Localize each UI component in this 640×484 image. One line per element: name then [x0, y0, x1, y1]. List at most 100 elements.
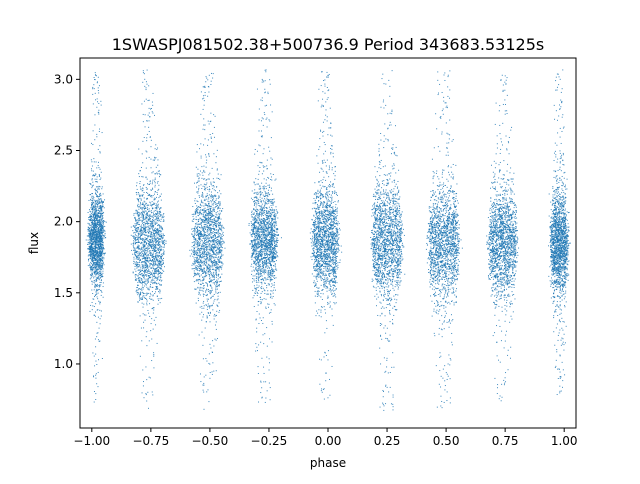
scatter-point — [212, 188, 214, 190]
scatter-point — [146, 234, 148, 236]
scatter-point — [104, 226, 106, 228]
scatter-point — [198, 334, 200, 336]
scatter-point — [160, 212, 162, 214]
scatter-point — [98, 249, 100, 251]
scatter-point — [216, 237, 218, 239]
scatter-point — [98, 219, 100, 221]
scatter-point — [98, 240, 100, 242]
scatter-point — [100, 213, 102, 215]
scatter-point — [160, 253, 162, 255]
scatter-point — [101, 236, 103, 238]
scatter-point — [90, 213, 92, 215]
scatter-point — [195, 228, 197, 229]
scatter-point — [203, 391, 205, 393]
scatter-point — [144, 230, 146, 232]
scatter-point — [139, 272, 141, 274]
scatter-point — [96, 268, 98, 270]
scatter-point — [142, 212, 144, 214]
scatter-point — [90, 242, 92, 244]
scatter-point — [143, 270, 145, 272]
scatter-point — [198, 236, 200, 238]
scatter-point — [215, 287, 217, 289]
scatter-point — [209, 277, 211, 279]
scatter-point — [192, 227, 194, 229]
scatter-point — [150, 281, 152, 283]
scatter-point — [98, 257, 100, 259]
scatter-point — [159, 292, 161, 294]
scatter-point — [217, 219, 219, 221]
scatter-point — [193, 241, 195, 243]
scatter-point — [144, 78, 146, 80]
scatter-point — [101, 227, 103, 229]
scatter-point — [135, 192, 137, 194]
scatter-point — [101, 250, 103, 252]
scatter-point — [218, 251, 220, 253]
scatter-point — [103, 236, 105, 238]
scatter-point — [205, 76, 207, 78]
scatter-point — [192, 262, 194, 264]
scatter-point — [153, 367, 155, 369]
scatter-point — [220, 244, 222, 246]
scatter-point — [150, 226, 152, 228]
scatter-point — [153, 258, 155, 260]
scatter-point — [205, 231, 207, 233]
scatter-point — [159, 264, 161, 266]
scatter-point — [133, 263, 135, 265]
scatter-point — [97, 339, 99, 341]
scatter-point — [219, 212, 221, 214]
scatter-point — [205, 156, 207, 158]
scatter-point — [220, 266, 222, 268]
scatter-point — [92, 209, 94, 211]
scatter-point — [142, 284, 144, 286]
scatter-point — [208, 194, 210, 196]
scatter-point — [153, 319, 155, 321]
scatter-point — [91, 273, 93, 275]
scatter-point — [150, 196, 152, 198]
scatter-point — [139, 230, 141, 232]
scatter-point — [154, 215, 156, 217]
scatter-point — [211, 240, 213, 242]
scatter-point — [215, 370, 217, 372]
scatter-point — [219, 261, 221, 263]
scatter-point — [98, 188, 100, 190]
scatter-point — [161, 228, 163, 230]
scatter-point — [208, 249, 210, 251]
scatter-point — [149, 216, 151, 218]
scatter-point — [145, 232, 147, 234]
scatter-point — [205, 211, 207, 213]
scatter-point — [96, 288, 98, 290]
scatter-point — [147, 278, 149, 280]
scatter-point — [134, 238, 136, 240]
scatter-point — [95, 241, 97, 243]
scatter-point — [102, 193, 104, 195]
scatter-point — [205, 264, 207, 266]
scatter-point — [158, 252, 160, 254]
scatter-point — [214, 270, 216, 272]
scatter-point — [200, 209, 202, 211]
scatter-point — [102, 247, 104, 249]
scatter-point — [140, 288, 142, 290]
scatter-point — [94, 285, 96, 287]
scatter-point — [199, 283, 201, 285]
scatter-point — [157, 230, 159, 232]
scatter-point — [152, 286, 154, 288]
scatter-point — [218, 248, 220, 250]
scatter-point — [90, 232, 92, 234]
scatter-point — [159, 227, 161, 229]
scatter-point — [93, 225, 95, 227]
scatter-point — [96, 249, 98, 251]
scatter-point — [137, 214, 139, 216]
scatter-point — [159, 289, 161, 291]
scatter-point — [91, 268, 93, 270]
scatter-point — [159, 238, 161, 240]
scatter-point — [89, 265, 91, 267]
scatter-point — [139, 255, 141, 257]
scatter-point — [92, 175, 94, 177]
scatter-point — [159, 236, 161, 238]
scatter-point — [154, 219, 156, 221]
scatter-point — [154, 238, 156, 240]
scatter-point — [139, 233, 141, 235]
scatter-point — [134, 279, 136, 281]
scatter-point — [93, 88, 95, 90]
scatter-point — [209, 188, 210, 190]
